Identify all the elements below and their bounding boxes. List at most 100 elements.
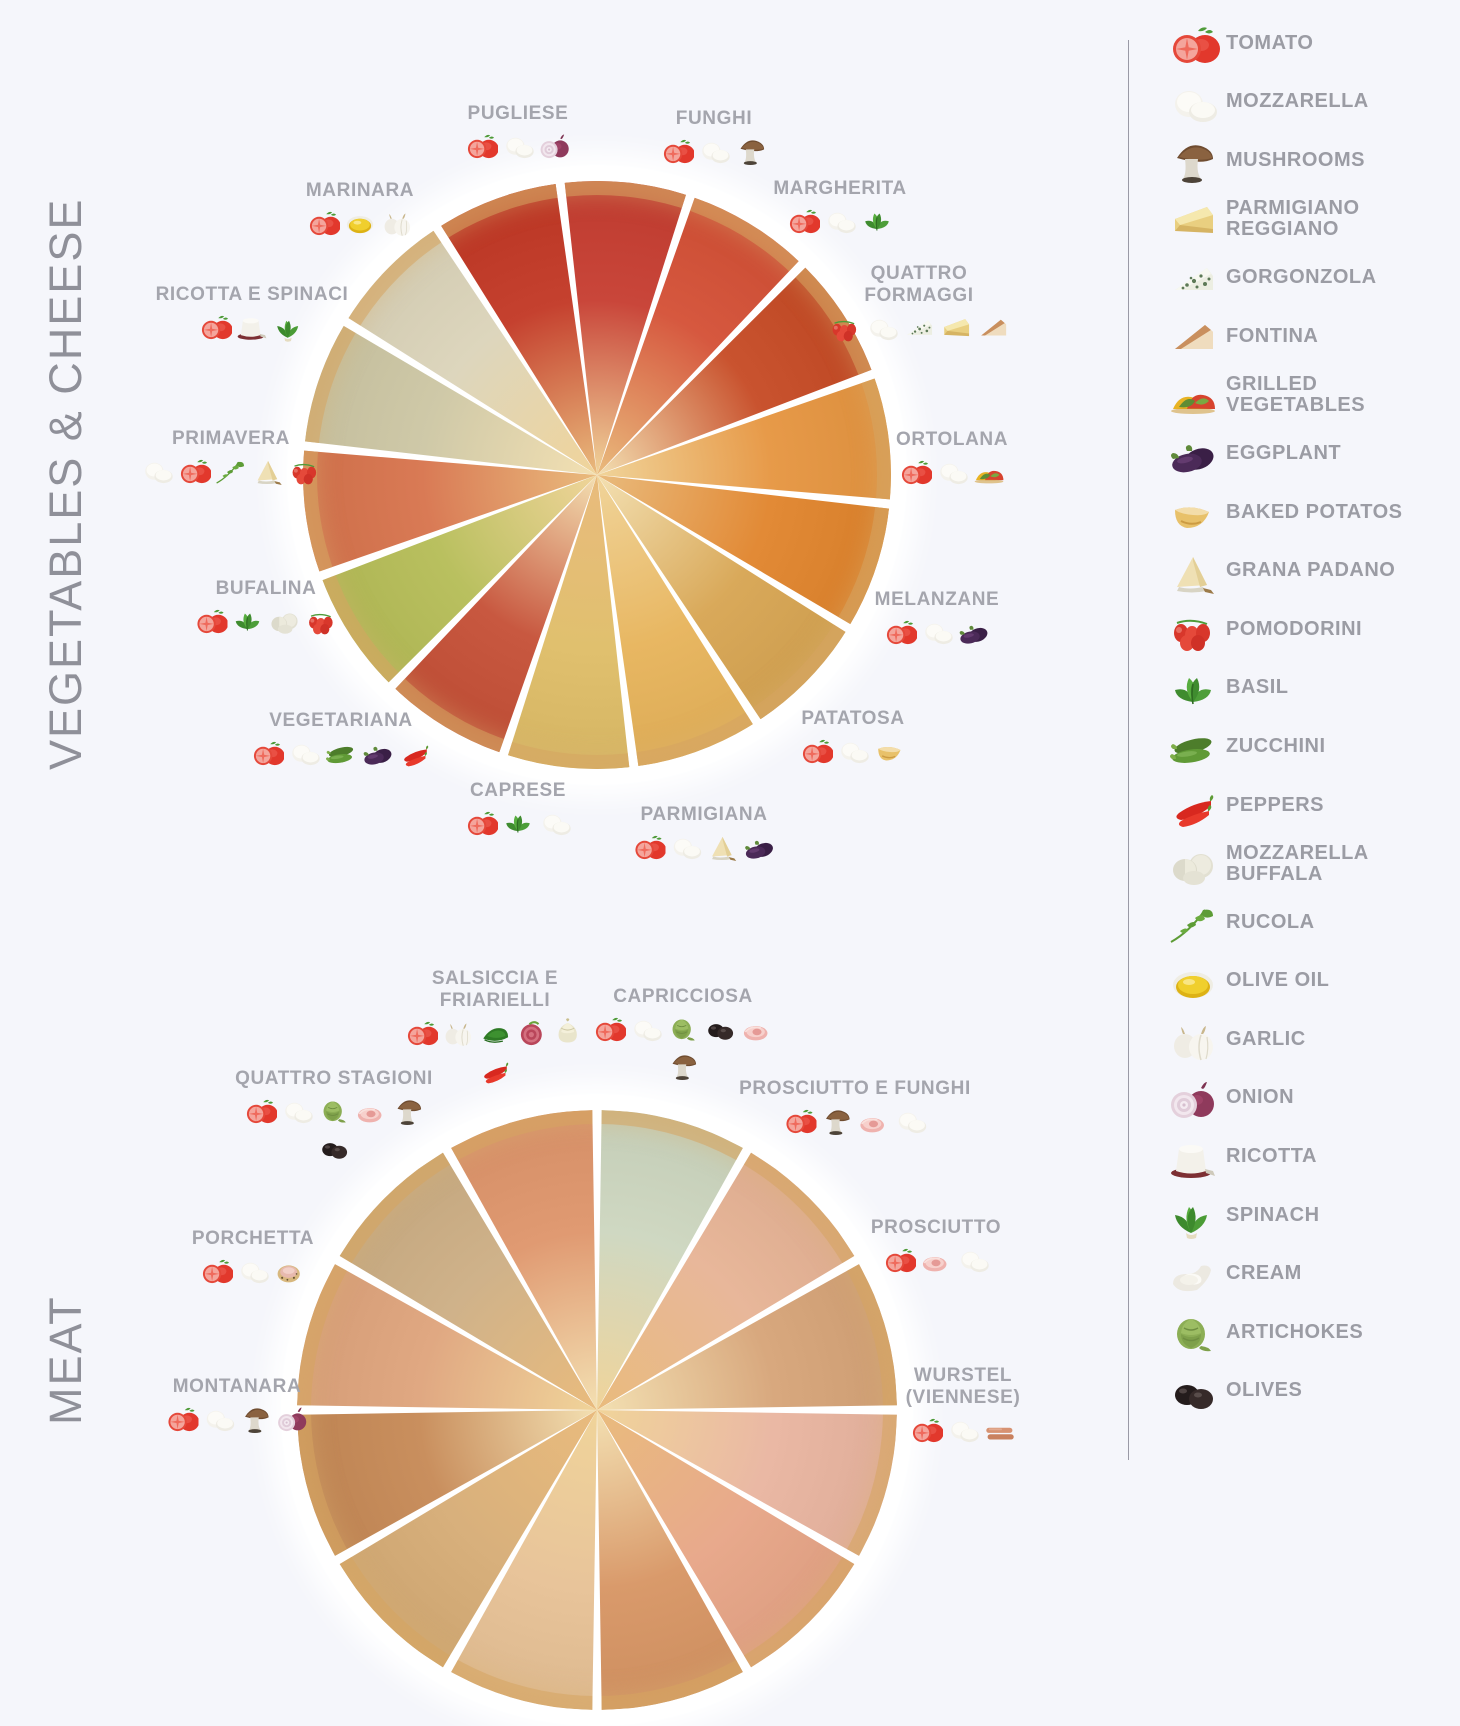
eggplant-icon (959, 625, 990, 646)
pizza-label-porchetta: PORCHETTA (191, 1228, 315, 1249)
legend-item-basil: BASIL (1160, 659, 1450, 718)
legend-item-label: POMODORINI (1226, 617, 1363, 640)
legend-divider (1128, 40, 1129, 1460)
mozzarella-icon (961, 1251, 989, 1273)
grilled-vegetables-icon (974, 470, 1004, 484)
legend-item-label: PEPPERS (1226, 793, 1324, 816)
parmigiano-reggiano-icon (1160, 195, 1226, 243)
olive-oil-icon (1160, 957, 1226, 1005)
fontina-icon (981, 319, 1007, 336)
peppers-icon (484, 1062, 509, 1084)
artichokes-icon (1160, 1308, 1226, 1356)
basil-icon (1160, 664, 1226, 712)
peppers-icon (1160, 781, 1226, 829)
legend-item-label: GRILLED VEGETABLES (1226, 372, 1366, 416)
pizza-label-wurstel-viennese: WURSTEL (VIENNESE) (905, 1365, 1021, 1408)
grana-padano-icon (257, 460, 282, 486)
pizza-label-margherita: MARGHERITA (773, 178, 907, 199)
mozzarella-icon (206, 1410, 235, 1432)
mozzarella-icon (506, 137, 534, 159)
legend-item-label: TOMATO (1226, 31, 1314, 54)
legend-item-fontina: FONTINA (1160, 307, 1450, 366)
pizza-label-primavera: PRIMAVERA (172, 428, 290, 449)
legend-item-zucchini: ZUCCHINI (1160, 717, 1450, 776)
legend-item-mozzarella-buffala: MOZZARELLA BUFFALA (1160, 834, 1450, 893)
ingredient-legend: TOMATO MOZZARELLA MUSHROOMS PARMIGIANO REGG… (1160, 14, 1450, 1420)
tomato-icon (595, 1017, 626, 1042)
olives-icon (1160, 1367, 1226, 1415)
vegetables-pizza-wheel (287, 165, 907, 785)
tomato-icon (1160, 19, 1226, 67)
legend-item-olives: OLIVES (1160, 1362, 1450, 1421)
pizza-label-bufalina: BUFALINA (215, 578, 317, 599)
pizza-types-infographic: VEGETABLES & CHEESE MEAT PUGLIESE FUNGHI M… (40, 14, 1450, 1710)
mozzarella-icon (241, 1262, 269, 1284)
tomato-icon (663, 139, 694, 164)
tomato-icon (635, 835, 666, 860)
legend-item-label: BAKED POTATOS (1226, 500, 1403, 523)
tomato-icon (202, 1259, 233, 1284)
pizza-label-ricotta-e-spinaci: RICOTTA E SPINACI (155, 284, 349, 305)
wheel-disc (303, 181, 891, 769)
mushrooms-icon (740, 140, 765, 166)
tomato-icon (246, 1099, 277, 1124)
basil-icon (505, 814, 531, 833)
pizza-label-salsiccia-e-friarielli: SALSICCIA E FRIARIELLI (431, 968, 559, 1011)
mushrooms-icon (672, 1055, 697, 1081)
wurstel-icon (986, 1427, 1014, 1440)
tomato-icon (407, 1021, 438, 1046)
legend-item-label: OLIVE OIL (1226, 969, 1330, 992)
legend-item-label: GRANA PADANO (1226, 559, 1396, 582)
legend-item-tomato: TOMATO (1160, 14, 1450, 73)
mozzarella-icon (543, 814, 571, 836)
tomato-icon (201, 315, 232, 340)
eggplant-icon (744, 840, 775, 861)
basil-icon (235, 612, 260, 631)
provola-icon (558, 1017, 578, 1043)
pizza-label-caprese: CAPRESE (469, 780, 567, 801)
legend-item-label: ARTICHOKES (1226, 1320, 1364, 1343)
legend-item-baked-potatos: BAKED POTATOS (1160, 483, 1450, 542)
tomato-icon (180, 459, 211, 484)
legend-item-cream: CREAM (1160, 1244, 1450, 1303)
legend-item-label: ONION (1226, 1086, 1295, 1109)
pizza-label-patatosa: PATATOSA (801, 708, 905, 729)
mozzarella-icon (634, 1020, 662, 1042)
legend-item-grana-padano: GRANA PADANO (1160, 541, 1450, 600)
legend-item-mushrooms: MUSHROOMS (1160, 131, 1450, 190)
legend-item-grilled-vegetables: GRILLED VEGETABLES (1160, 366, 1450, 425)
legend-item-label: ZUCCHINI (1226, 734, 1326, 757)
onion-icon (1160, 1074, 1226, 1122)
legend-item-label: BASIL (1226, 676, 1289, 699)
pizza-ingredients-wurstel-viennese (909, 1412, 1017, 1446)
pizza-label-quattro-stagioni: QUATTRO STAGIONI (235, 1068, 433, 1089)
wheel-disc (297, 1110, 897, 1710)
mushrooms-icon (245, 1408, 269, 1434)
pizza-ingredients-parmigiana (632, 829, 777, 863)
pizza-ingredients-ortolana (898, 454, 1006, 488)
rucola-icon (1160, 898, 1226, 946)
parmigiano-reggiano-icon (944, 319, 970, 337)
pizza-label-vegetariana: VEGETARIANA (269, 710, 413, 731)
legend-item-artichokes: ARTICHOKES (1160, 1303, 1450, 1362)
section-label-vegetables-and-cheese: VEGETABLES & CHEESE (40, 197, 91, 770)
salsiccia-icon (519, 1021, 543, 1047)
mozzarella-icon (951, 1421, 979, 1443)
legend-item-label: OLIVES (1226, 1379, 1303, 1402)
pomodorini-icon (1160, 605, 1226, 653)
mozzarella-icon (940, 463, 968, 485)
friarielli-icon (482, 1027, 509, 1043)
mozzarella-icon (673, 838, 702, 860)
garlic-icon (445, 1023, 472, 1047)
pizza-ingredients-funghi (660, 133, 768, 167)
pizza-label-funghi: FUNGHI (675, 108, 753, 129)
pizza-label-pugliese: PUGLIESE (467, 103, 569, 124)
legend-item-label: RICOTTA (1226, 1145, 1317, 1168)
legend-item-parmigiano-reggiano: PARMIGIANO REGGIANO (1160, 190, 1450, 249)
legend-item-garlic: GARLIC (1160, 1010, 1450, 1069)
legend-item-peppers: PEPPERS (1160, 776, 1450, 835)
legend-item-rucola: RUCOLA (1160, 893, 1450, 952)
legend-item-label: PARMIGIANO REGGIANO (1226, 197, 1360, 241)
legend-item-spinach: SPINACH (1160, 1186, 1450, 1245)
legend-item-label: GORGONZOLA (1226, 266, 1377, 289)
